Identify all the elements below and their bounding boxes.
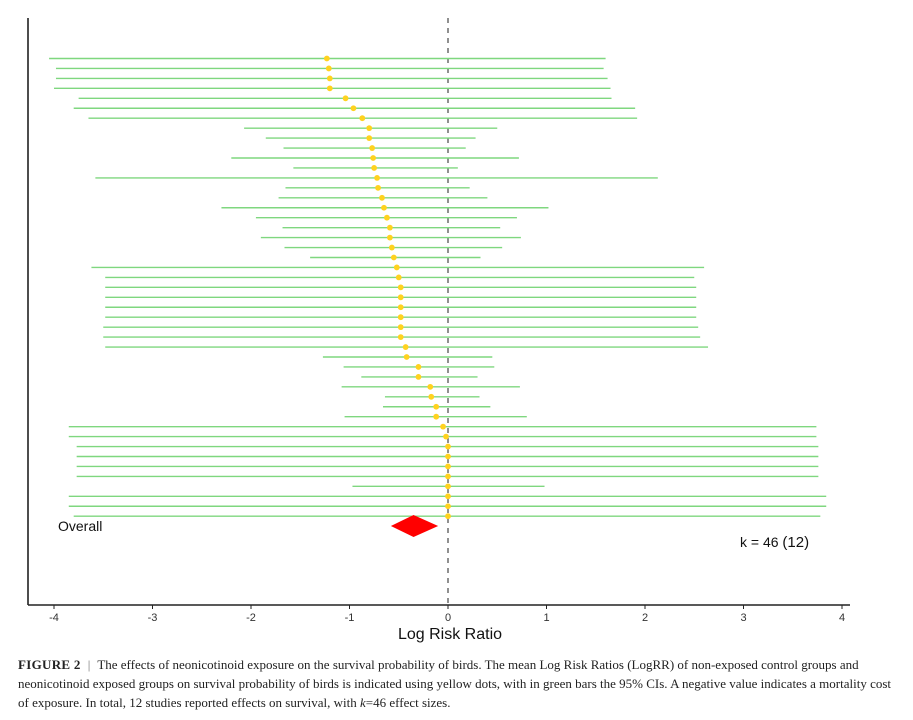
point-estimate-41 — [445, 453, 451, 460]
x-tick-label-4: 0 — [445, 612, 451, 624]
x-tick-label-5: 1 — [543, 612, 549, 624]
x-ticks-layer: -4 -3 -2 -1 0 1 2 3 4 — [49, 605, 845, 624]
caption-separator: | — [87, 657, 91, 672]
k-count-label: k = 46 (12) — [740, 534, 809, 551]
point-estimate-14 — [375, 184, 381, 191]
point-estimate-31 — [403, 354, 410, 360]
point-estimate-44 — [445, 483, 451, 490]
x-tick-label-8: 4 — [839, 612, 845, 624]
point-estimate-20 — [388, 244, 395, 251]
x-tick-label-2: -2 — [246, 612, 256, 624]
point-estimate-13 — [374, 175, 380, 181]
point-estimate-26 — [397, 304, 404, 311]
point-estimate-11 — [370, 155, 377, 161]
point-estimate-2 — [325, 65, 332, 72]
x-tick-label-3: -1 — [345, 612, 355, 624]
point-estimate-40 — [445, 443, 451, 450]
point-estimate-12 — [371, 165, 378, 171]
point-estimate-30 — [402, 344, 409, 350]
x-tick-label-6: 2 — [642, 612, 648, 624]
point-estimate-1 — [323, 55, 330, 62]
point-estimate-16 — [381, 204, 387, 211]
point-estimate-34 — [427, 383, 434, 390]
point-estimate-17 — [384, 214, 390, 221]
point-estimate-23 — [395, 274, 402, 281]
point-estimate-8 — [366, 125, 373, 132]
point-estimate-15 — [379, 194, 385, 201]
overall-diamond — [390, 515, 439, 537]
point-estimate-43 — [445, 473, 451, 480]
point-estimate-38 — [440, 423, 446, 430]
confidence-intervals-layer — [49, 57, 827, 517]
point-estimate-46 — [445, 503, 451, 510]
point-estimate-45 — [445, 493, 451, 500]
overall-layer — [390, 515, 439, 537]
point-estimate-19 — [386, 234, 393, 241]
point-estimate-39 — [443, 433, 449, 440]
point-estimate-32 — [415, 364, 422, 370]
point-estimate-9 — [366, 135, 373, 142]
point-estimate-33 — [415, 374, 422, 380]
point-estimate-24 — [397, 284, 404, 291]
point-estimate-18 — [386, 224, 393, 231]
point-estimate-10 — [369, 145, 376, 151]
point-estimate-36 — [433, 403, 440, 410]
point-estimate-6 — [350, 105, 357, 112]
x-tick-label-0: -4 — [49, 612, 59, 624]
k-study-count: (12) — [782, 534, 810, 551]
figure-caption: FIGURE 2 | The effects of neonicotinoid ex… — [18, 655, 898, 712]
caption-text-part1: The effects of neonicotinoid exposure on… — [18, 657, 892, 710]
point-estimates-layer — [323, 55, 451, 520]
overall-label: Overall — [58, 518, 103, 534]
k-count-text: k = 46 — [740, 534, 779, 550]
point-estimate-4 — [326, 85, 333, 92]
point-estimate-37 — [433, 413, 440, 420]
point-estimate-22 — [393, 264, 400, 271]
point-estimate-7 — [359, 115, 366, 122]
point-estimate-27 — [397, 314, 404, 321]
x-axis-title: Log Risk Ratio — [397, 626, 503, 643]
point-estimate-28 — [397, 324, 404, 331]
axes-layer — [27, 18, 850, 606]
point-estimate-25 — [397, 294, 404, 301]
x-tick-label-7: 3 — [740, 612, 746, 624]
point-estimate-42 — [445, 463, 451, 470]
caption-k-symbol: k — [360, 695, 366, 710]
point-estimate-47 — [445, 513, 451, 520]
point-estimate-5 — [342, 95, 349, 102]
x-tick-label-1: -3 — [148, 612, 158, 624]
forest-plot: -4 -3 -2 -1 0 1 2 3 4 — [27, 18, 850, 624]
point-estimate-29 — [397, 334, 404, 340]
point-estimate-3 — [326, 75, 333, 82]
caption-text-part2: =46 effect sizes. — [365, 695, 451, 710]
caption-figure-label: FIGURE 2 — [18, 657, 81, 672]
point-estimate-35 — [428, 393, 435, 400]
point-estimate-21 — [390, 254, 397, 261]
